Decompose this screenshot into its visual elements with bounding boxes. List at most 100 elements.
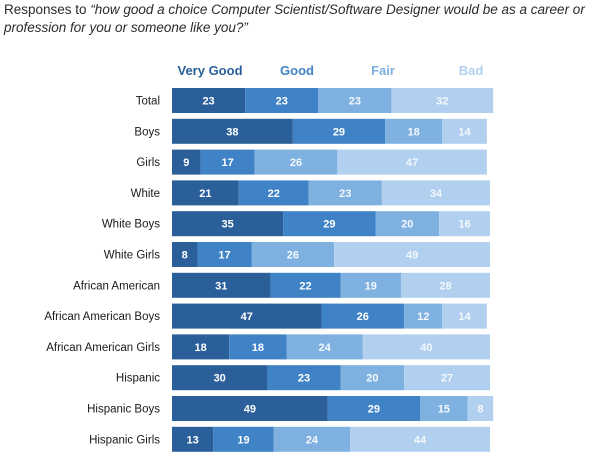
bar-segment-fair bbox=[286, 334, 363, 360]
bar-segment-fair bbox=[404, 303, 443, 329]
bar-row-white: White 21 22 23 34 bbox=[131, 180, 490, 206]
data-label-bad: 14 bbox=[458, 126, 471, 138]
row-label: White Girls bbox=[104, 250, 160, 262]
row-label: White Boys bbox=[102, 219, 160, 231]
bar-segment-very-good bbox=[172, 396, 328, 421]
data-label-good: 23 bbox=[276, 96, 288, 108]
bar-segment-good bbox=[245, 88, 319, 113]
bar-segment-very-good bbox=[172, 242, 198, 267]
data-label-fair: 20 bbox=[366, 373, 378, 385]
row-label: Total bbox=[136, 96, 160, 108]
data-label-good: 29 bbox=[368, 404, 380, 416]
bar-segment-good bbox=[238, 180, 309, 206]
bar-segment-fair bbox=[318, 88, 392, 113]
bar-segment-bad bbox=[442, 303, 487, 329]
data-label-bad: 40 bbox=[420, 342, 432, 354]
data-label-very-good: 13 bbox=[187, 434, 199, 446]
data-label-bad: 27 bbox=[441, 373, 453, 385]
data-label-bad: 28 bbox=[439, 280, 451, 292]
data-label-bad: 14 bbox=[458, 311, 471, 323]
row-label: Girls bbox=[136, 157, 160, 169]
row-label: Hispanic bbox=[116, 373, 160, 385]
data-label-fair: 26 bbox=[290, 157, 302, 169]
bar-segment-very-good bbox=[172, 303, 322, 329]
bar-segment-bad bbox=[467, 396, 494, 421]
data-label-good: 18 bbox=[252, 342, 264, 354]
bar-row-white-girls: White Girls 8 17 26 49 bbox=[104, 242, 490, 267]
data-label-fair: 23 bbox=[349, 96, 361, 108]
bar-segment-good bbox=[321, 303, 405, 329]
data-label-good: 23 bbox=[298, 373, 310, 385]
bar-row-girls: Girls 9 17 26 47 bbox=[136, 149, 487, 175]
bar-row-white-boys: White Boys 35 29 20 16 bbox=[102, 211, 490, 237]
bar-segment-very-good bbox=[172, 211, 284, 237]
bar-segment-fair bbox=[273, 426, 351, 452]
bar-segment-fair bbox=[420, 396, 468, 421]
data-label-bad: 47 bbox=[406, 157, 418, 169]
row-label: African American Boys bbox=[44, 311, 160, 323]
bar-segment-good bbox=[229, 334, 287, 360]
data-label-very-good: 9 bbox=[183, 157, 189, 169]
bar-segment-bad bbox=[404, 365, 490, 391]
data-label-very-good: 21 bbox=[199, 188, 211, 200]
bar-row-hispanic-boys: Hispanic Boys 49 29 15 8 bbox=[87, 396, 494, 421]
data-label-fair: 15 bbox=[438, 404, 450, 416]
data-label-fair: 12 bbox=[417, 311, 429, 323]
data-label-fair: 19 bbox=[365, 280, 377, 292]
bar-segment-very-good bbox=[172, 272, 271, 298]
bar-segment-fair bbox=[385, 118, 443, 144]
bar-segment-fair bbox=[375, 211, 440, 237]
data-label-good: 17 bbox=[222, 157, 234, 169]
data-label-good: 26 bbox=[357, 311, 369, 323]
bar-segment-very-good bbox=[172, 180, 239, 206]
bar-segment-very-good bbox=[172, 118, 293, 144]
data-label-good: 29 bbox=[333, 126, 345, 138]
bar-segment-good bbox=[267, 365, 341, 391]
bar-segment-fair bbox=[308, 180, 382, 206]
bar-segment-bad bbox=[381, 180, 490, 206]
bar-row-boys: Boys 38 29 18 14 bbox=[134, 118, 487, 144]
data-label-fair: 24 bbox=[306, 434, 319, 446]
bar-segment-fair bbox=[251, 242, 335, 267]
bar-segment-fair bbox=[254, 149, 338, 175]
bar-segment-bad bbox=[391, 88, 494, 113]
bar-row-total: Total 23 23 23 32 bbox=[136, 88, 494, 113]
row-label: Hispanic Boys bbox=[87, 404, 160, 416]
data-label-fair: 20 bbox=[401, 219, 413, 231]
data-label-very-good: 30 bbox=[214, 373, 226, 385]
bar-row-hispanic-girls: Hispanic Girls 13 19 24 44 bbox=[89, 426, 490, 452]
data-label-very-good: 8 bbox=[182, 250, 188, 262]
data-label-fair: 18 bbox=[408, 126, 420, 138]
bar-segment-bad bbox=[337, 149, 487, 175]
bar-segment-very-good bbox=[172, 334, 230, 360]
legend-bad: Bad bbox=[459, 63, 484, 78]
chart-title-question: “how good a choice Computer Scientist/So… bbox=[4, 2, 585, 35]
bar-row-hispanic: Hispanic 30 23 20 27 bbox=[116, 365, 490, 391]
data-label-bad: 16 bbox=[458, 219, 470, 231]
data-label-very-good: 18 bbox=[194, 342, 206, 354]
bar-segment-bad bbox=[362, 334, 490, 360]
data-label-fair: 24 bbox=[319, 342, 332, 354]
row-label: African American Girls bbox=[46, 342, 160, 354]
bar-segment-bad bbox=[442, 118, 487, 144]
legend-good: Good bbox=[280, 63, 314, 78]
data-label-good: 29 bbox=[323, 219, 335, 231]
data-label-good: 22 bbox=[268, 188, 280, 200]
data-label-bad: 44 bbox=[414, 434, 427, 446]
bar-segment-very-good bbox=[172, 426, 214, 452]
bar-segment-bad bbox=[350, 426, 490, 452]
legend-fair: Fair bbox=[371, 63, 395, 78]
bar-segment-bad bbox=[334, 242, 490, 267]
data-label-very-good: 35 bbox=[222, 219, 234, 231]
data-label-bad: 34 bbox=[430, 188, 443, 200]
data-label-fair: 26 bbox=[287, 250, 299, 262]
bar-segment-good bbox=[213, 426, 274, 452]
data-label-bad: 8 bbox=[477, 404, 483, 416]
data-label-very-good: 23 bbox=[202, 96, 214, 108]
data-label-very-good: 38 bbox=[226, 126, 238, 138]
row-label: Hispanic Girls bbox=[89, 434, 160, 446]
bar-segment-good bbox=[327, 396, 421, 421]
chart-rows: Total 23 23 23 32 Boys 38 29 18 14 Girls 9 17 26 47 Whi… bbox=[44, 88, 494, 452]
legend-very-good: Very Good bbox=[177, 63, 242, 78]
bar-segment-good bbox=[283, 211, 376, 237]
